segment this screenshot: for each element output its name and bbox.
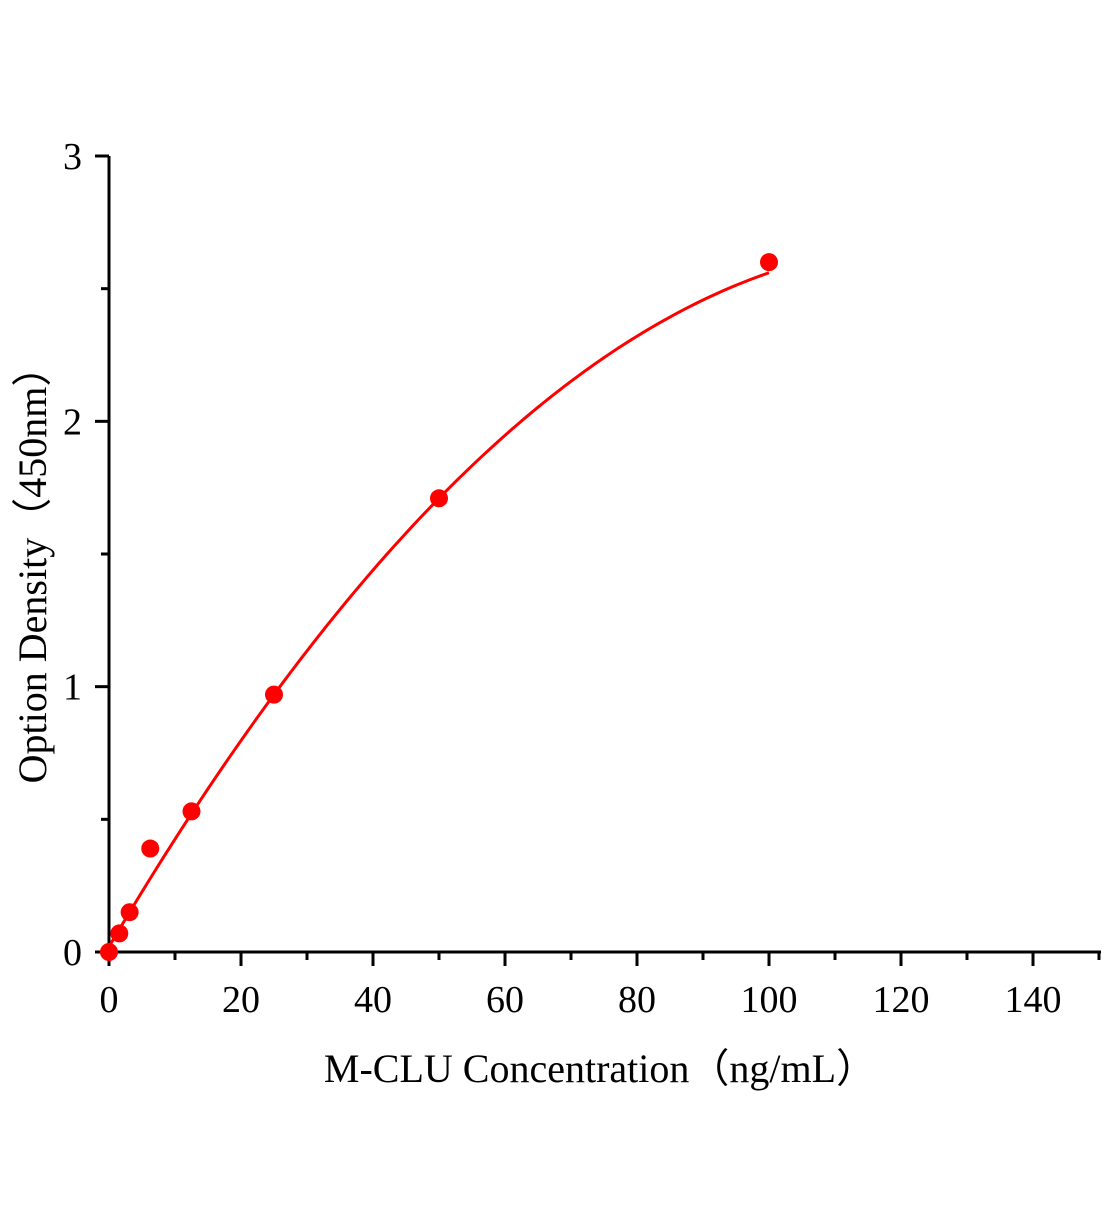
data-point: [141, 839, 160, 858]
x-tick-label: 0: [100, 979, 119, 1021]
fit-curve: [107, 271, 770, 948]
x-tick-label: 80: [618, 979, 656, 1021]
y-tick-label: 1: [63, 667, 82, 709]
x-tick-label: 120: [873, 979, 930, 1021]
y-tick-label: 2: [63, 401, 82, 443]
data-point: [760, 253, 778, 272]
x-tick-label: 60: [486, 979, 524, 1021]
data-point: [110, 924, 129, 943]
x-axis-label: M-CLU Concentration（ng/mL）: [324, 1046, 876, 1091]
data-point: [265, 685, 283, 704]
x-tick-label: 140: [1005, 979, 1062, 1021]
data-point: [120, 903, 139, 922]
y-axis-label: Option Density（450nm）: [10, 347, 55, 784]
x-tick-label: 20: [222, 979, 260, 1021]
data-point: [182, 802, 201, 821]
data-point: [100, 943, 118, 961]
y-tick-label: 3: [63, 136, 82, 178]
x-tick-label: 40: [354, 979, 392, 1021]
x-tick-label: 100: [741, 979, 798, 1021]
data-point: [430, 489, 448, 508]
y-tick-label: 0: [63, 932, 82, 974]
